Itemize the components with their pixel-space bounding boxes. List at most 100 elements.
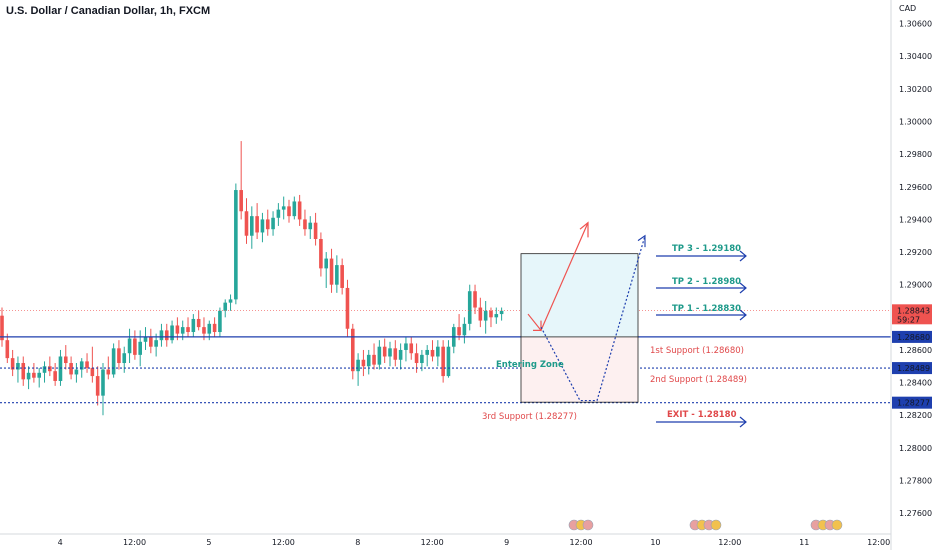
economic-event-flag-icon[interactable] [831, 519, 843, 531]
candle-body [414, 353, 419, 364]
candle-body [457, 327, 461, 336]
y-tick-label: 1.29000 [899, 281, 932, 290]
candle-body [329, 258, 334, 285]
y-tick-label: 1.30200 [899, 85, 932, 94]
economic-event-flag-icon[interactable] [710, 519, 722, 531]
candle-body [462, 323, 467, 336]
candle-body [276, 209, 281, 218]
candle-body [111, 348, 116, 375]
candle-body [63, 356, 68, 364]
y-tick-label: 1.27600 [899, 509, 932, 518]
candle-body [308, 222, 313, 230]
candle-body [446, 346, 451, 377]
candle-body [186, 327, 190, 333]
candle-body [361, 359, 366, 367]
candle-body [483, 310, 488, 321]
y-tick-label: 1.27800 [899, 477, 932, 486]
y-tick-label: 1.30000 [899, 117, 932, 126]
currency-label: CAD [899, 4, 916, 13]
chart-title: U.S. Dollar / Canadian Dollar, 1h, FXCM [6, 5, 211, 17]
candle-body [79, 361, 84, 370]
candle-body [32, 372, 36, 378]
candle-body [159, 330, 164, 341]
candle-body [207, 323, 212, 334]
candle-body [239, 190, 243, 212]
candle-body [10, 358, 15, 370]
candle-body [335, 265, 339, 285]
level-price-value: 1.28489 [897, 364, 930, 373]
candle-body [409, 343, 414, 354]
candle-body [175, 325, 180, 334]
candle-body [106, 369, 111, 375]
candle-body [260, 219, 265, 233]
arrowhead [739, 309, 747, 321]
candle-body [420, 354, 424, 364]
x-tick-label: 12:00 [569, 538, 592, 547]
candle-body [37, 372, 42, 378]
candle-body [244, 211, 249, 236]
y-tick-label: 1.28600 [899, 346, 932, 355]
candle-body [478, 307, 483, 321]
candle-body [436, 346, 440, 357]
candle-body [212, 323, 217, 333]
candle-body [0, 315, 4, 341]
candle-body [101, 369, 105, 396]
y-tick-label: 1.30400 [899, 52, 932, 61]
x-tick-label: 10 [650, 538, 660, 547]
candle-body [48, 366, 52, 372]
level-price-value: 1.28680 [897, 333, 930, 342]
candle-body [441, 346, 445, 377]
take-profit-zone [520, 253, 639, 338]
support1-label: 1st Support (1.28680) [650, 346, 744, 356]
candle-body [313, 222, 318, 239]
x-tick-label: 8 [355, 538, 360, 547]
candle-body [85, 361, 89, 368]
candle-body [228, 299, 233, 303]
candle-body [382, 346, 387, 357]
candle-body [356, 359, 360, 372]
candle-body [69, 363, 73, 375]
candle-body [404, 343, 408, 350]
candle-body [430, 349, 435, 357]
candle-body [196, 318, 201, 328]
candle-body [292, 201, 297, 217]
candle-body [340, 265, 344, 288]
candle-body [345, 287, 350, 329]
level-price-tag [892, 362, 932, 375]
candle-timer: 59:27 [897, 315, 920, 324]
candle-body [234, 190, 238, 300]
candle-body [473, 291, 477, 308]
tp2-label: TP 2 - 1.28980 [672, 277, 741, 287]
x-tick-label: 5 [206, 538, 211, 547]
candle-body [499, 310, 504, 315]
candle-body [127, 338, 132, 354]
candle-body [303, 219, 307, 230]
candle-body [154, 340, 158, 347]
candle-body [170, 325, 174, 341]
candle-body [287, 206, 291, 217]
support2-label: 2nd Support (1.28489) [650, 375, 747, 385]
candle-body [143, 336, 148, 342]
entry-zone [520, 336, 639, 403]
x-tick-label: 11 [799, 538, 809, 547]
candle-body [74, 369, 79, 375]
y-tick-label: 1.29400 [899, 215, 932, 224]
y-tick-label: 1.28200 [899, 411, 932, 420]
level-price-tag [892, 330, 932, 343]
y-tick-label: 1.29600 [899, 183, 932, 192]
level-price-value: 1.28277 [897, 399, 930, 408]
candle-body [5, 340, 10, 359]
economic-event-flag-icon[interactable] [582, 519, 594, 531]
candle-body [350, 328, 355, 372]
candle-body [324, 258, 329, 269]
candle-body [489, 310, 493, 318]
level-price-tag [892, 396, 932, 409]
arrowhead [739, 250, 747, 262]
candle-body [16, 363, 20, 370]
candle-body [138, 341, 142, 355]
arrowhead [739, 416, 747, 428]
bearish-projection-path [540, 235, 646, 402]
candle-body [223, 302, 228, 311]
y-tick-label: 1.28000 [899, 444, 932, 453]
